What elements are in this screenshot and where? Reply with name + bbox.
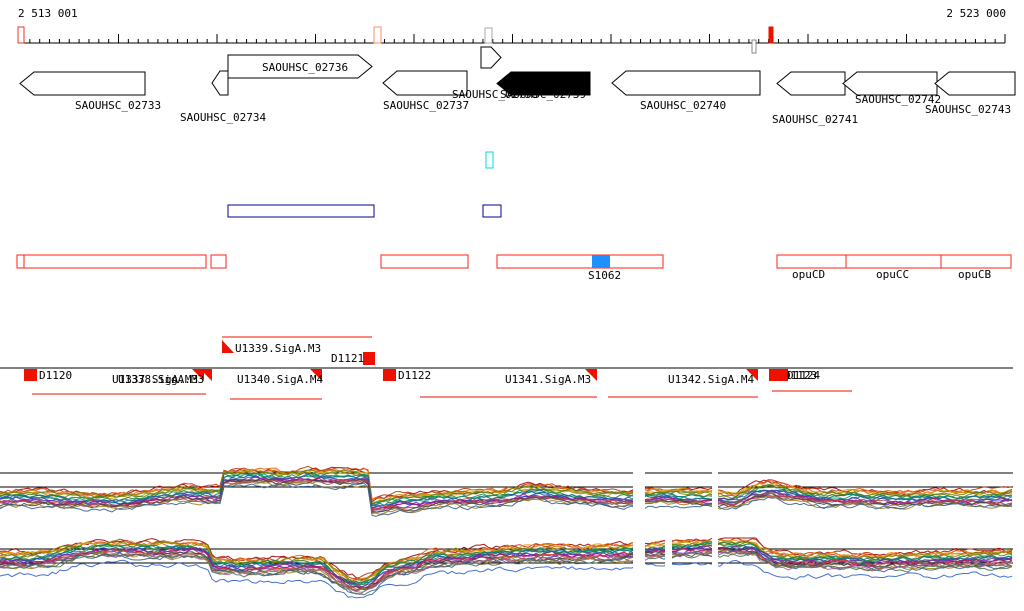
signal-line bbox=[0, 539, 1013, 581]
signal-line bbox=[0, 539, 1013, 583]
signal-line bbox=[0, 547, 1013, 591]
signal-line bbox=[0, 550, 1013, 593]
coverage-gap bbox=[633, 458, 645, 533]
signal-line bbox=[0, 469, 1013, 506]
signal-line bbox=[0, 471, 1013, 507]
gene-arrow[interactable] bbox=[496, 71, 591, 96]
gene-arrow[interactable] bbox=[211, 70, 229, 96]
ruler-end-coordinate: 2 523 000 bbox=[946, 7, 1006, 20]
transcript-box[interactable] bbox=[380, 254, 469, 269]
signal-line bbox=[0, 479, 1013, 514]
coverage-gap bbox=[665, 536, 672, 608]
operon-label: opuCB bbox=[958, 268, 991, 281]
tss-flag-down[interactable] bbox=[200, 369, 212, 381]
tss-flag-down[interactable] bbox=[585, 369, 597, 381]
gene-label: SAOUHSC_02733 bbox=[75, 99, 161, 112]
region-marker-small[interactable] bbox=[484, 27, 493, 44]
tss-flag-up[interactable] bbox=[222, 340, 234, 353]
operon-label: opuCD bbox=[792, 268, 825, 281]
site-label: D1122 bbox=[398, 369, 431, 382]
transcript-box[interactable] bbox=[23, 254, 207, 269]
tss-flag-down[interactable] bbox=[310, 369, 322, 381]
gene-arrow[interactable] bbox=[382, 70, 468, 96]
site-box[interactable] bbox=[24, 369, 37, 381]
signal-line bbox=[0, 548, 1013, 590]
signal-line bbox=[0, 482, 1013, 517]
srna-segment[interactable] bbox=[592, 255, 610, 268]
gene-arrow[interactable] bbox=[480, 46, 502, 69]
gene-arrow[interactable] bbox=[776, 71, 846, 96]
site-box[interactable] bbox=[776, 369, 788, 381]
utr-box[interactable] bbox=[227, 204, 375, 218]
gene-arrow[interactable] bbox=[842, 71, 938, 96]
site-box[interactable] bbox=[383, 369, 396, 381]
signal-line bbox=[0, 559, 1013, 599]
tiny-feature-box[interactable] bbox=[751, 39, 757, 54]
region-marker-left[interactable] bbox=[17, 26, 25, 44]
cyan-marker[interactable] bbox=[485, 151, 494, 169]
operon-label: opuCC bbox=[876, 268, 909, 281]
gene-label: SAOUHSC_02736 bbox=[262, 61, 348, 74]
ruler-start-coordinate: 2 513 001 bbox=[18, 7, 78, 20]
tss-label: U1341.SigA.M3 bbox=[505, 373, 591, 386]
tss-flag-down[interactable] bbox=[192, 369, 204, 381]
transcript-box[interactable] bbox=[940, 254, 1012, 269]
transcript-box[interactable] bbox=[210, 254, 227, 269]
signal-line bbox=[0, 544, 1013, 584]
signal-line bbox=[0, 478, 1013, 512]
gene-label: SAOUHSC_02743 bbox=[925, 103, 1011, 116]
utr-box[interactable] bbox=[482, 204, 502, 218]
signal-line bbox=[0, 468, 1013, 503]
transcript-box[interactable] bbox=[845, 254, 942, 269]
coverage-gap bbox=[712, 458, 718, 533]
feature-tracks bbox=[227, 151, 502, 218]
expression-tracks bbox=[0, 458, 1013, 608]
signal-line bbox=[0, 552, 1013, 596]
gene-label: SAOUHSC_02739 bbox=[500, 88, 586, 101]
gene-track: SAOUHSC_02733 SAOUHSC_02734 SAOUHSC_02736 S… bbox=[19, 46, 1016, 126]
tss-label: U1339.SigA.M3 bbox=[235, 342, 321, 355]
gene-label: SAOUHSC_02734 bbox=[180, 111, 266, 124]
transcript-box[interactable] bbox=[776, 254, 847, 269]
tss-label: U1342.SigA.M4 bbox=[668, 373, 754, 386]
site-label: D1124 bbox=[787, 369, 820, 382]
gene-arrow[interactable] bbox=[227, 54, 373, 79]
gene-label: SAOUHSC_02741 bbox=[772, 113, 858, 126]
transcript-track: opuCD opuCC opuCB S1062 bbox=[16, 254, 1012, 282]
ruler-track bbox=[17, 26, 1006, 54]
site-label: D1120 bbox=[39, 369, 72, 382]
transcript-box[interactable] bbox=[496, 254, 664, 269]
signal-line bbox=[0, 467, 1013, 500]
region-marker-mid[interactable] bbox=[373, 26, 382, 44]
coverage-gap bbox=[712, 536, 718, 608]
gene-label: SAOUHSC_02740 bbox=[640, 99, 726, 112]
region-marker-right[interactable] bbox=[768, 26, 774, 44]
site-label: D1121 bbox=[331, 352, 364, 365]
gene-arrow[interactable] bbox=[611, 70, 761, 96]
signal-line bbox=[0, 480, 1013, 515]
gene-label: SAOUHSC_02737 bbox=[383, 99, 469, 112]
srna-label: S1062 bbox=[588, 269, 621, 282]
gene-label: SAOUHSC_02742 bbox=[855, 93, 941, 106]
tss-label: U1337.SigA.M3 bbox=[112, 373, 198, 386]
gene-arrow[interactable] bbox=[19, 71, 146, 96]
tss-label: U1340.SigA.M4 bbox=[237, 373, 323, 386]
tss-flag-down[interactable] bbox=[746, 369, 758, 381]
gene-arrow[interactable] bbox=[934, 71, 1016, 96]
transcript-box[interactable] bbox=[16, 254, 25, 269]
site-box[interactable] bbox=[363, 352, 375, 365]
coverage-gap bbox=[633, 536, 645, 608]
site-label: D1123 bbox=[784, 369, 817, 382]
tss-label: U1338.SigA.M3 bbox=[118, 373, 204, 386]
